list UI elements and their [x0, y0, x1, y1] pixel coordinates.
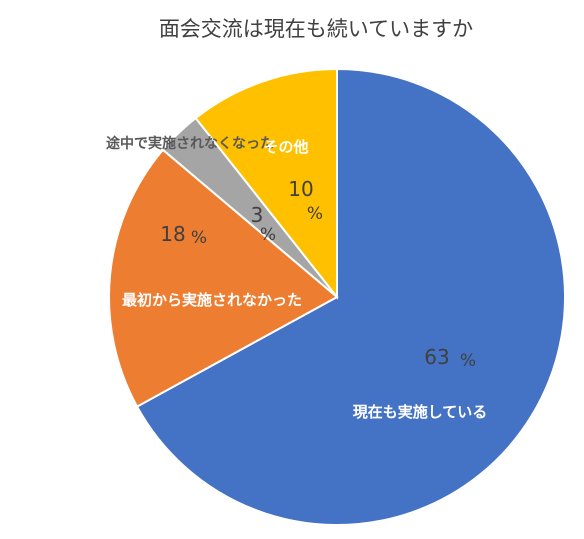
pie-labels: 現在も実施している 63 % 最初から実施されなかった 18 % 途中で実施されなくなった 3… [106, 135, 487, 421]
slice-value-1: 63 [424, 345, 449, 369]
chart-title: 面会交流は現在も続いていますか [159, 17, 473, 41]
slice-percent-1: % [460, 351, 476, 371]
slice-label-4: その他 [263, 138, 308, 156]
pie-slice-2 [108, 148, 339, 408]
slice-value-4: 10 [288, 177, 313, 201]
slice-label-2: 最初から実施されなかった [122, 291, 302, 309]
slice-value-2: 18 [160, 222, 185, 246]
slice-percent-2: % [191, 228, 207, 248]
slice-label-3: 途中で実施されなくなった [106, 135, 274, 152]
slice-label-1: 現在も実施している [353, 403, 488, 421]
pie-slice-4 [194, 67, 338, 300]
pie-slices [108, 67, 566, 526]
slice-percent-3: % [260, 225, 276, 245]
slice-percent-4: % [307, 204, 323, 224]
slice-value-3: 3 [251, 203, 264, 227]
pie-slice-1 [135, 67, 566, 526]
